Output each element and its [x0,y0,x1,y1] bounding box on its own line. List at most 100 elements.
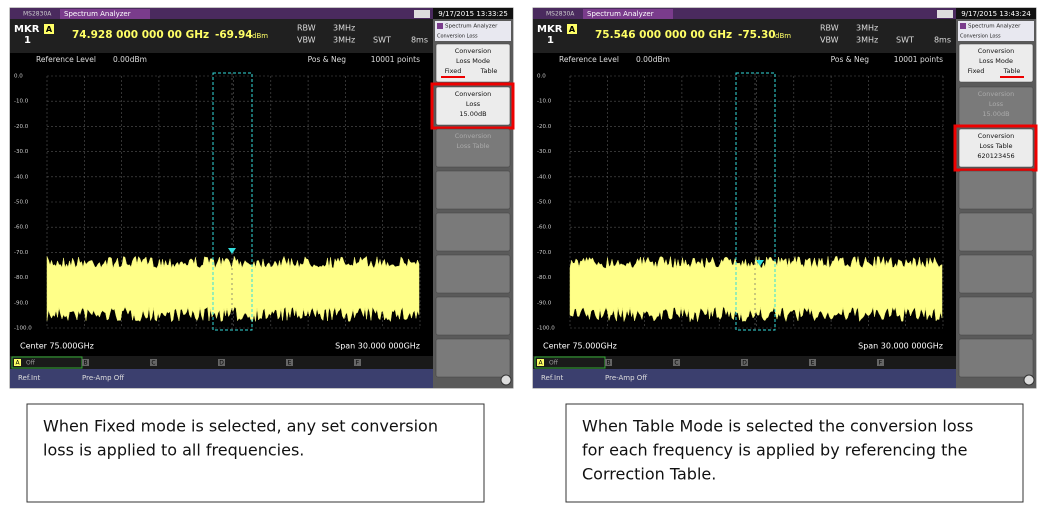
marker-trace: A [46,25,53,34]
rbw-label: RBW [297,24,316,33]
marker-level: -69.94 [215,29,253,41]
y-tick-label: -30.0 [14,149,29,155]
app-tab [60,9,150,19]
softkey-label: Loss Mode [979,57,1013,65]
y-tick-label: -90.0 [537,300,552,306]
y-tick-label: 0.0 [14,74,23,80]
analyzer-screen: MS2830A Spectrum Analyzer 9/17/2015 13:33:… [9,7,515,389]
y-tick-label: -60.0 [537,225,552,231]
y-tick-label: -70.0 [14,250,29,256]
menu-title: Spectrum Analyzer [968,24,1021,30]
softkey-option: Table [1003,67,1021,75]
vbw-label: VBW [297,36,316,45]
trace-letter-box [809,359,816,366]
softkey [435,338,511,378]
softkey-label: Conversion [455,132,491,140]
caption-line: Correction Table. [582,465,716,484]
app-name: Spectrum Analyzer [587,10,654,18]
swt: 8ms [411,36,428,45]
trace-letter-box [150,359,157,366]
highlight-box [953,124,1038,172]
trace-letter: D [742,360,747,367]
status-ref: Ref.Int [541,374,564,382]
status-preamp: Pre-Amp Off [605,374,647,382]
softkey[interactable] [435,86,511,126]
datetime: 9/17/2015 13:33:25 [438,10,508,18]
app-tab [583,9,673,19]
softkey [435,254,511,294]
softkey[interactable] [958,43,1034,83]
trace-letter-box [741,359,748,366]
trace-state: Off [549,360,559,367]
softkey-label: Conversion [978,47,1014,55]
marker-unit: dBm [252,32,268,40]
ref-level-label: Reference Level [36,55,96,64]
model: MS2830A [546,11,575,18]
y-tick-label: -40.0 [14,174,29,180]
title-bar [533,8,956,19]
trace-state: Off [26,360,36,367]
marker-triangle [228,248,236,254]
softkey[interactable] [958,128,1034,168]
center-freq: Center 75.000GHz [543,342,617,351]
trace-letter-box [14,359,21,366]
trace-letter: D [219,360,224,367]
softkey [435,212,511,252]
trace-letter-box [286,359,293,366]
datetime: 9/17/2015 13:43:24 [961,10,1031,18]
softkey-label: Loss [466,100,481,108]
y-tick-label: -70.0 [537,250,552,256]
y-tick-label: 0.0 [537,74,546,80]
menu-subtitle: Conversion Loss [437,34,478,40]
swt: 8ms [934,36,951,45]
ref-level: 0.00dBm [113,55,147,64]
detector: Pos & Neg [831,55,870,64]
marker-freq: 75.546 000 000 00 GHz [595,29,732,41]
trace-letter: F [356,360,360,367]
softkey-option: Fixed [968,67,985,75]
softkey-label: 15.00dB [459,110,486,118]
softkey-label: 15.00dB [982,110,1009,118]
softkey-label: Conversion [978,132,1014,140]
trace-letter-box [877,359,884,366]
softkey [958,254,1034,294]
y-tick-label: -20.0 [14,124,29,130]
marker-num: 1 [24,35,31,46]
y-tick-label: -50.0 [537,200,552,206]
vbw-label: VBW [820,36,839,45]
softkey-label: Loss Mode [456,57,490,65]
trace-letter: B [83,360,87,367]
noise-trace [46,255,420,323]
swt-label: SWT [896,36,914,45]
analyzer-screen: MS2830A Spectrum Analyzer 9/17/2015 13:43:… [532,7,1038,389]
menu-header [435,21,511,41]
menu-icon [960,23,966,29]
y-tick-label: -30.0 [537,149,552,155]
rbw: 3MHz [856,24,878,33]
status-ref: Ref.Int [18,374,41,382]
caption-box [26,403,485,503]
model: MS2830A [23,11,52,18]
softkey[interactable] [435,128,511,168]
marker-level: -75.30 [738,29,776,41]
datetime-bg [956,8,1036,19]
softkey [435,170,511,210]
rbw-label: RBW [820,24,839,33]
datetime-bg [433,8,513,19]
y-tick-label: -10.0 [537,99,552,105]
status-bar [10,369,433,388]
y-tick-label: -20.0 [537,124,552,130]
trace-letter: A [538,360,543,367]
trace-letter-box [673,359,680,366]
marker-window [212,72,253,331]
caption-box [565,403,1024,503]
softkey-label: Loss [989,100,1004,108]
marker-unit: dBm [775,32,791,40]
marker-trace-box [567,24,577,34]
softkey[interactable] [435,43,511,83]
span: Span 30.000 000GHz [335,342,420,351]
vbw: 3MHz [333,36,355,45]
status-bar [533,369,956,388]
